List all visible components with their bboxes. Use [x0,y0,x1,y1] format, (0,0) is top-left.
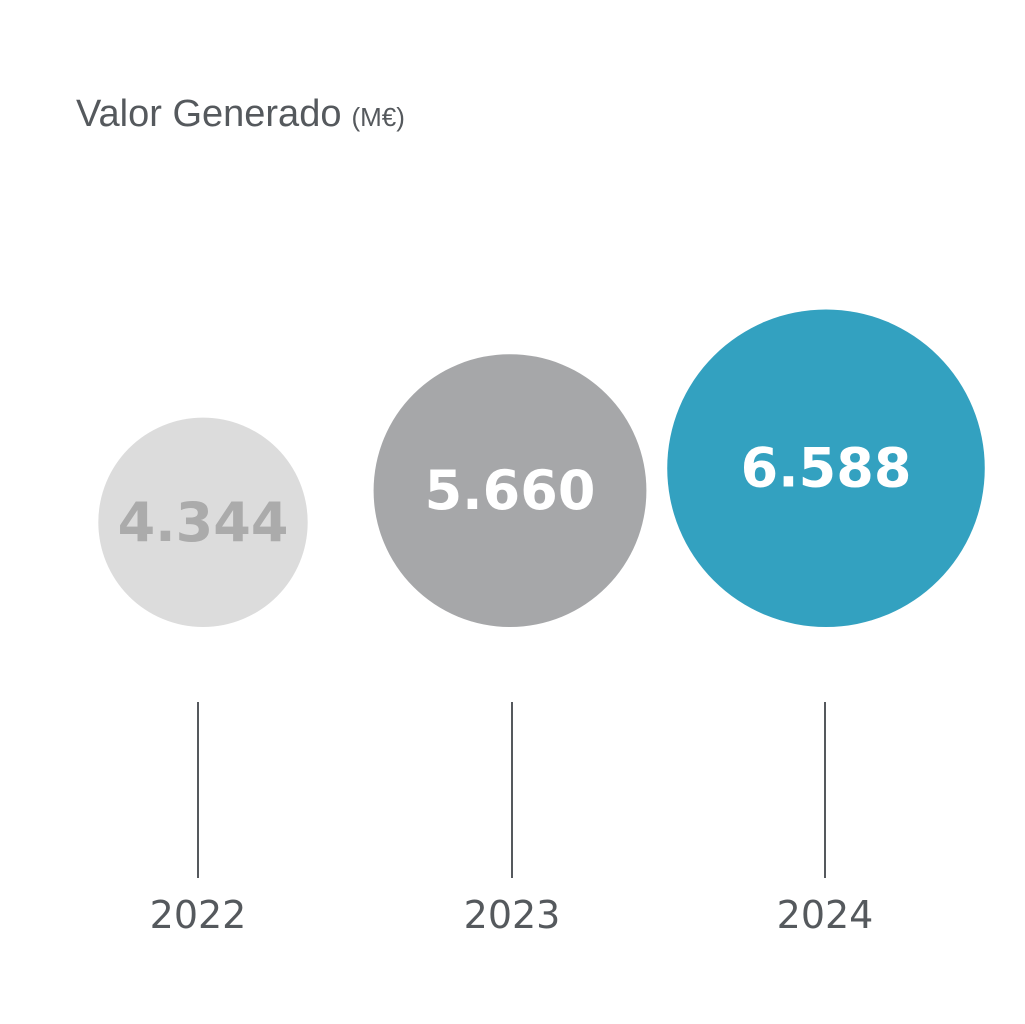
value-label: 5.660 [425,459,596,522]
x-tick-label: 2024 [777,893,874,937]
bubble [667,309,985,627]
x-tick-label: 2022 [150,893,247,937]
bubble [373,354,647,627]
title-text: Valor Generado [76,93,341,135]
bubble [98,417,308,627]
unit-text: (M€) [351,102,404,132]
chart-title: Valor Generado (M€) [76,93,405,135]
x-tick-label: 2023 [464,893,561,937]
value-label: 4.344 [118,491,289,554]
value-label: 6.588 [741,437,912,500]
